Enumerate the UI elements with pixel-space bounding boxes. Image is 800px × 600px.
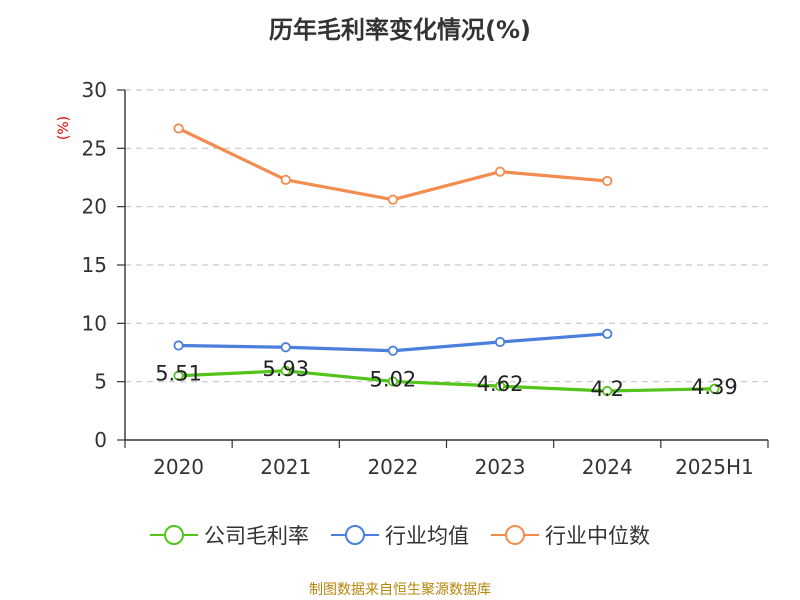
data-point-s0-2022 (387, 376, 399, 387)
data-point-s2-2023 (494, 166, 506, 177)
legend-item-1[interactable]: 行业均值 (331, 520, 469, 550)
y-tick-label-30: 30 (82, 78, 107, 102)
data-label-2021: 5.93 (262, 357, 309, 381)
y-tick-label-0: 0 (94, 428, 107, 452)
legend-item-2[interactable]: 行业中位数 (491, 520, 650, 550)
legend-line-circle-icon (150, 525, 198, 545)
legend-line-circle-icon (491, 525, 539, 545)
y-tick-label-10: 10 (82, 311, 107, 335)
data-point-s0-2024 (602, 385, 613, 397)
data-point-s2-2022 (387, 194, 399, 205)
legend-label: 行业均值 (385, 524, 469, 548)
data-point-s2-2024 (602, 175, 613, 187)
data-point-s1-2020 (173, 340, 184, 351)
data-point-s0-2025H1 (709, 383, 720, 394)
data-point-s1-2023 (494, 336, 506, 348)
legend-label: 公司毛利率 (204, 524, 309, 548)
data-source-note: 制图数据来自恒生聚源数据库 (309, 582, 491, 598)
y-tick-label-15: 15 (82, 253, 107, 277)
series-line-0 (178, 369, 715, 393)
y-tick-label-5: 5 (94, 370, 107, 394)
data-point-s1-2022 (387, 345, 399, 356)
series-line-2 (177, 127, 608, 202)
legend-item-0[interactable]: 公司毛利率 (150, 520, 309, 550)
y-tick-label-20: 20 (82, 195, 107, 219)
data-label-2020: 5.51 (155, 362, 202, 386)
data-label-2023: 4.62 (477, 372, 524, 396)
x-tick-label-2023: 2023 (475, 455, 526, 479)
data-point-s2-2020 (173, 123, 184, 134)
data-label-2022: 5.02 (370, 367, 417, 391)
x-tick-label-2025H1: 2025H1 (675, 455, 754, 479)
data-point-s1-2021 (280, 342, 291, 353)
y-tick-label-25: 25 (82, 136, 107, 160)
legend-label: 行业中位数 (545, 524, 650, 548)
legend-line-circle-icon (331, 525, 379, 545)
x-tick-label-2024: 2024 (582, 455, 633, 479)
chart-title: 历年毛利率变化情况(%) (269, 16, 531, 44)
chart-legend: 公司毛利率 行业均值 行业中位数 (0, 520, 800, 550)
data-point-s0-2021 (280, 365, 291, 376)
x-tick-label-2022: 2022 (367, 455, 418, 479)
data-point-s2-2021 (280, 174, 291, 185)
data-point-s0-2023 (494, 380, 506, 392)
x-tick-label-2021: 2021 (260, 455, 311, 479)
data-point-s0-2020 (173, 370, 184, 381)
x-tick-label-2020: 2020 (153, 455, 204, 479)
data-label-2025H1: 4.39 (691, 375, 738, 399)
data-label-2024: 4.2 (591, 377, 624, 401)
data-point-s1-2024 (602, 328, 613, 339)
